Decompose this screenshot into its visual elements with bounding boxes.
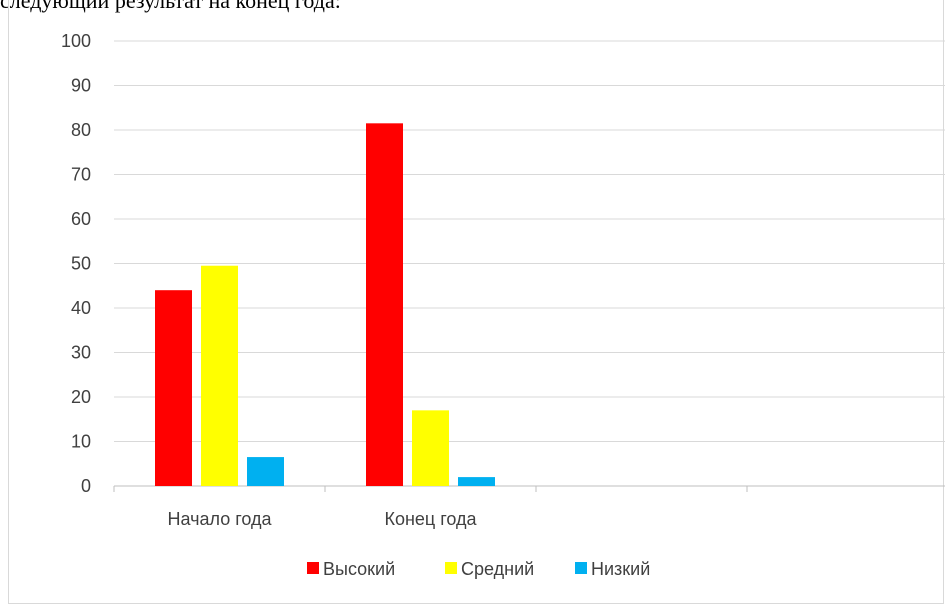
legend-label: Средний: [461, 559, 534, 579]
x-category-label: Начало года: [167, 509, 272, 529]
legend-swatch: [575, 562, 587, 574]
bar: [201, 265, 238, 486]
chart-frame: [8, 0, 944, 604]
y-tick-label: 0: [81, 476, 91, 496]
y-tick-label: 100: [61, 31, 91, 51]
top-text: следующий результат на конец года:: [0, 0, 341, 13]
legend-swatch: [307, 562, 319, 574]
legend-swatch: [445, 562, 457, 574]
y-tick-label: 50: [71, 254, 91, 274]
y-axis-tick-labels: 0 10 20 30 40 50 60 70 80 90 100: [61, 31, 91, 496]
x-category-label: Конец года: [384, 509, 477, 529]
y-tick-label: 90: [71, 76, 91, 96]
legend-label: Низкий: [591, 559, 650, 579]
legend-label: Высокий: [323, 559, 395, 579]
bar: [366, 123, 403, 486]
legend: Высокий Средний Низкий: [307, 559, 650, 579]
y-tick-label: 20: [71, 387, 91, 407]
bar: [247, 457, 284, 486]
y-tick-label: 70: [71, 165, 91, 185]
x-axis-category-labels: Начало года Конец года: [167, 509, 477, 529]
bars: [155, 123, 495, 486]
bar: [412, 410, 449, 486]
y-tick-label: 10: [71, 432, 91, 452]
y-tick-label: 40: [71, 298, 91, 318]
gridlines: [114, 40, 945, 442]
y-tick-label: 80: [71, 120, 91, 140]
y-tick-label: 30: [71, 343, 91, 363]
y-tick-label: 60: [71, 209, 91, 229]
x-axis: [113, 485, 945, 492]
bar: [458, 477, 495, 486]
bar: [155, 290, 192, 486]
